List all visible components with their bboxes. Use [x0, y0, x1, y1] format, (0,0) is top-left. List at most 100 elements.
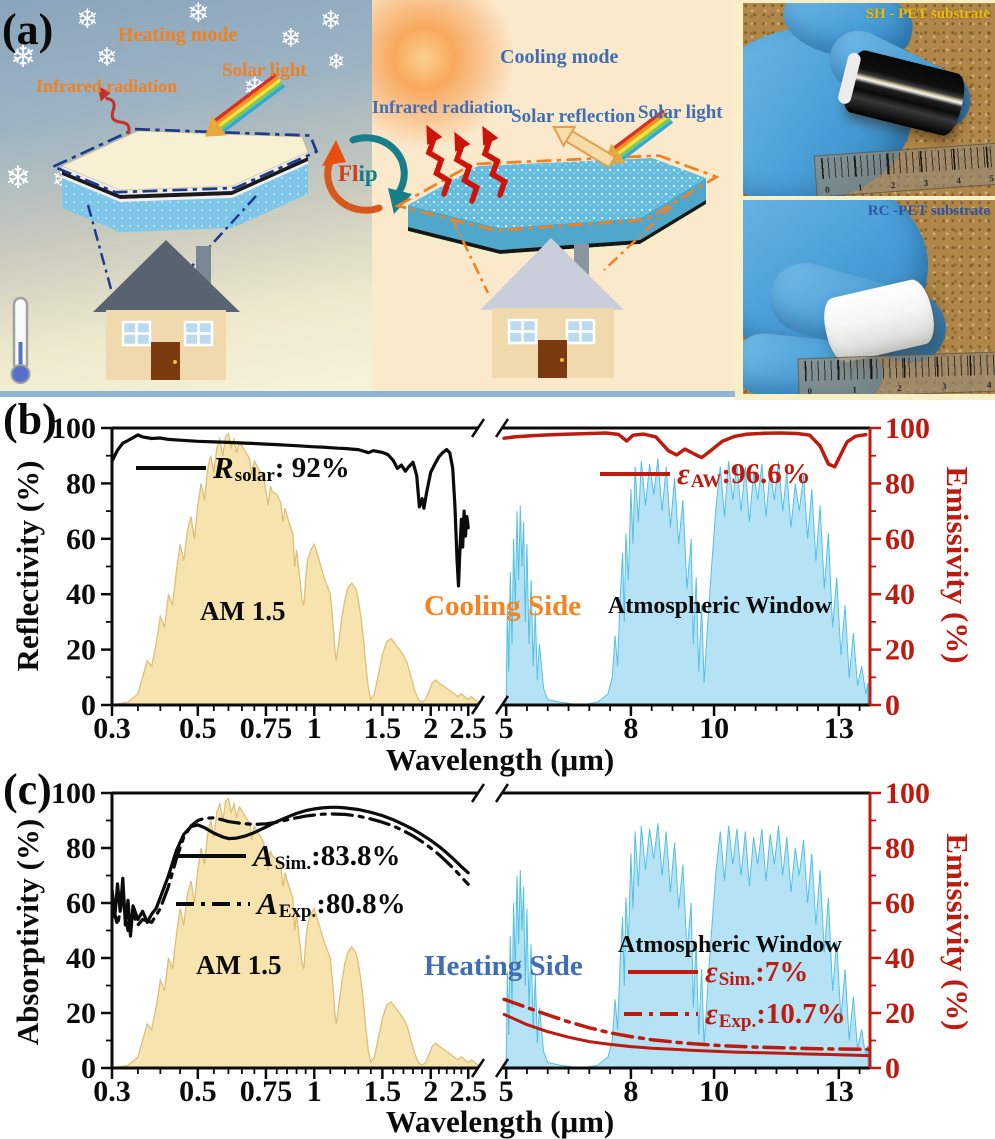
legend-line-sample — [176, 854, 246, 858]
series-Solar reflectivity R_solar — [110, 433, 470, 588]
tick-label: 0.75 — [240, 712, 293, 745]
snowflake-icon: ❄ — [5, 160, 31, 196]
axis-title-absorptivity: Absorptivity (%) — [10, 818, 45, 1046]
axis-title-wavelength-b: Wavelength (μm) — [385, 742, 615, 777]
tick-label: 40 — [66, 578, 96, 611]
heating-solar-label: Solar light — [222, 60, 307, 81]
ruler-number: 1 — [852, 384, 858, 394]
tick-label: 0.75 — [240, 1075, 293, 1108]
tick-label: 20 — [66, 634, 96, 667]
ruler-number: 3 — [941, 381, 947, 392]
tick-label: 60 — [66, 887, 96, 920]
legend-dashdot-sample — [176, 902, 250, 906]
scene-divider — [0, 391, 735, 397]
tick-label: 13 — [824, 712, 854, 745]
tick-label: 20 — [66, 997, 96, 1030]
legend-symbol: A — [253, 838, 274, 873]
series-Absorptivity A_Sim — [110, 805, 470, 938]
snowflake-icon: ❄ — [327, 50, 346, 75]
infrared-emission-arrows — [425, 124, 509, 204]
tick-label: 8 — [623, 1075, 638, 1108]
snowflake-icon: ❄ — [96, 43, 118, 73]
legend-symbol: ε — [677, 456, 690, 491]
annotation-am15-c: AM 1.5 — [196, 950, 282, 980]
tick-label: 2.5 — [449, 1075, 487, 1108]
legend-subscript: solar — [234, 465, 275, 486]
legend-symbol: ε — [705, 996, 718, 1031]
heating-film-device — [50, 127, 319, 301]
photo-bottom-label: RC -PET substrate — [867, 203, 990, 219]
legend-subscript: AW — [690, 471, 722, 492]
tick-label: 1.5 — [364, 712, 402, 745]
ruler-number: 2 — [897, 382, 902, 394]
tick-label: 100 — [885, 777, 930, 810]
ruler-number: 5 — [988, 173, 995, 184]
tick-label: 40 — [885, 578, 915, 611]
snowflake-icon: ❄ — [280, 24, 302, 54]
tick-label: 20 — [885, 634, 915, 667]
legend-line-sample — [628, 970, 698, 974]
series-Atmospheric transmittance — [505, 458, 869, 706]
series-Emissivity ε_Exp — [502, 997, 870, 1052]
flip-label: Flip — [338, 161, 378, 187]
tick-label: 40 — [885, 942, 915, 975]
thermometer-cold-icon — [10, 296, 31, 384]
axis — [494, 1058, 510, 1078]
annotation-atm-window-b: Atmospheric Window — [608, 593, 832, 619]
tick-label: 2 — [423, 712, 438, 745]
series-Absorptivity A_Exp — [110, 812, 470, 933]
legend-subscript: Sim. — [718, 969, 756, 990]
tick-label: 0.5 — [179, 1075, 217, 1108]
legend-subscript: Exp. — [718, 1011, 757, 1032]
ruler-number: 4 — [956, 175, 962, 186]
tick-label: 5 — [499, 712, 514, 745]
solar-light-arrow — [204, 73, 286, 137]
chart-absorptivity-emissivity: 0.3 0.5 0.75 1 1.5 2 2.5 5 8 10 13 0 0 20 20 40 40 60 60 80… — [51, 777, 930, 1108]
panel-a-label: (a) — [2, 5, 54, 54]
legend-value: :7% — [755, 955, 809, 988]
tick-label: 40 — [66, 942, 96, 975]
tick-label: 80 — [66, 832, 96, 865]
tick-label: 80 — [885, 832, 915, 865]
tick-label: 1 — [307, 712, 322, 745]
axis — [494, 783, 510, 803]
legend-eps-sim: ε Sim.:7% — [628, 954, 808, 990]
solar-light-arrow — [604, 109, 674, 165]
tick-label: 2 — [423, 1075, 438, 1108]
snowflake-icon: ❄ — [320, 6, 342, 36]
ruler-number: 0 — [824, 184, 831, 195]
legend-value: :80.8% — [316, 887, 406, 920]
ruler: 0 1 2 3 4 — [797, 351, 995, 394]
house-heating — [93, 240, 240, 380]
flip-label-part2: ip — [358, 161, 378, 186]
annotation-atm-window-c: Atmospheric Window — [618, 932, 842, 958]
cooling-mode-title: Cooling mode — [500, 46, 619, 68]
tick-label: 2.5 — [449, 712, 487, 745]
legend-value: :83.8% — [311, 839, 401, 872]
legend-value: : 92% — [274, 451, 350, 484]
legend-eps-exp: ε Exp.:10.7% — [624, 996, 846, 1032]
ruler-numbers: 0 1 2 3 4 5 — [825, 173, 994, 195]
photo-rc-pet-substrate: 0 1 2 3 4 RC -PET substrate — [743, 200, 995, 394]
ruler-number: 3 — [923, 177, 929, 188]
flip-label-part1: Fl — [338, 161, 359, 186]
axis — [494, 695, 510, 715]
solar-reflection-arrow — [552, 125, 617, 169]
tick-label: 0.3 — [93, 1075, 131, 1108]
tick-label: 20 — [885, 997, 915, 1030]
axis-title-emissivity-b: Emissivity (%) — [940, 466, 975, 664]
tick-label: 0 — [885, 689, 900, 722]
tick-label: 1.5 — [364, 1075, 402, 1108]
legend-symbol: R — [213, 450, 234, 485]
tick-label: 100 — [885, 412, 930, 445]
tick-label: 0 — [81, 1052, 96, 1085]
legend-subscript: Exp. — [278, 901, 317, 922]
legend-value: :96.6% — [721, 457, 811, 490]
tick-label: 8 — [623, 712, 638, 745]
flip-arrows-icon — [322, 134, 412, 214]
ruler-number: 4 — [986, 379, 992, 390]
axis — [470, 695, 486, 715]
tick-label: 100 — [51, 777, 96, 810]
